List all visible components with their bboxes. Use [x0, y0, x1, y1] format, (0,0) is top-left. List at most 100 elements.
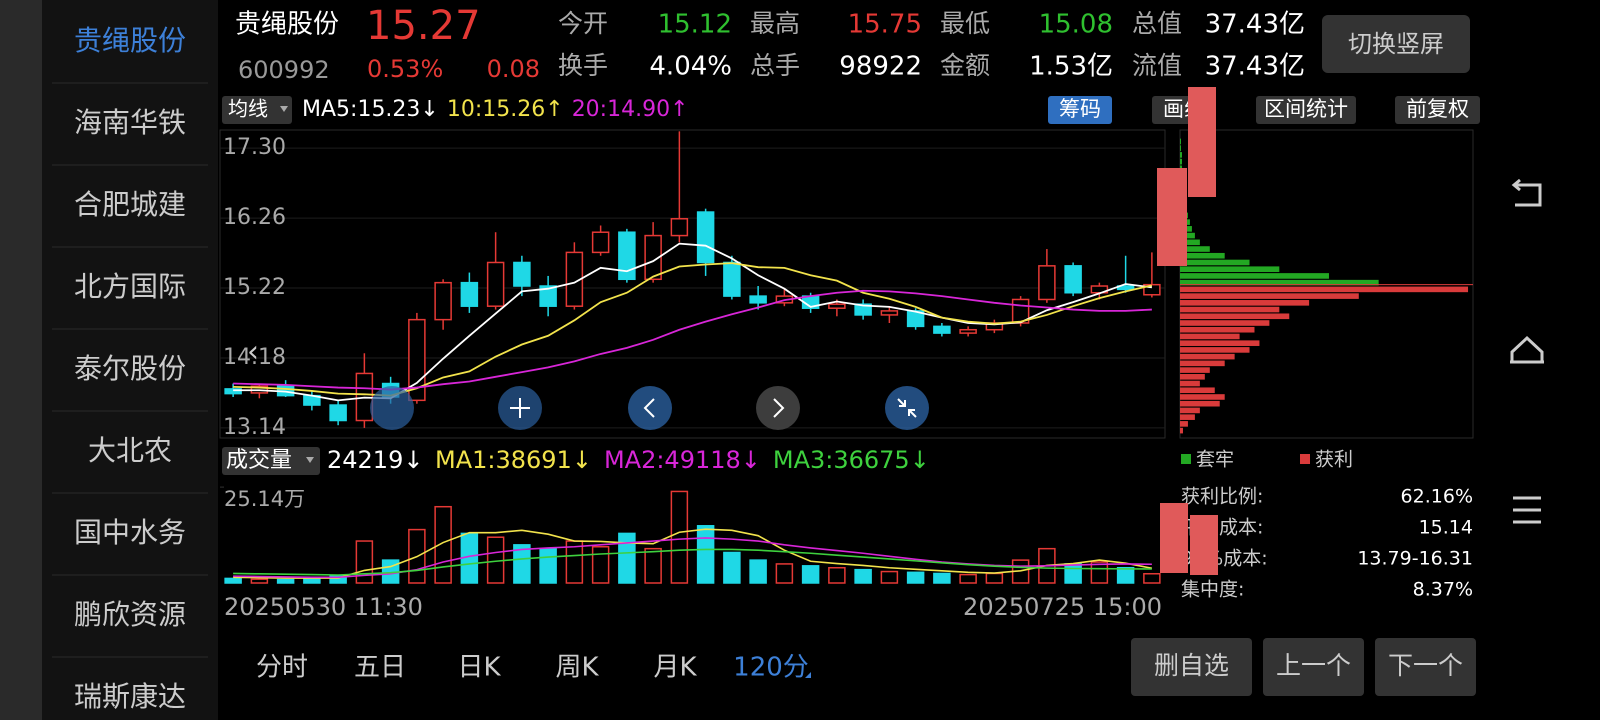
- volume-bar: [959, 573, 977, 584]
- volume-bar: [539, 547, 557, 584]
- stat-value: 8.37%: [1413, 579, 1473, 601]
- toolbar-button[interactable]: [1048, 96, 1112, 124]
- candle-body: [696, 211, 715, 264]
- action-button-label[interactable]: 删自选: [1154, 651, 1229, 680]
- stock-name: 贵绳股份: [235, 10, 339, 40]
- volume-bar: [696, 525, 715, 584]
- legend-label: 套牢: [1196, 449, 1234, 471]
- volume-bar: [618, 532, 636, 584]
- price-panel: [219, 129, 1166, 439]
- orientation-button[interactable]: [1322, 15, 1470, 73]
- volume-bar: [828, 566, 846, 584]
- period-tab[interactable]: 日K: [457, 653, 501, 683]
- volume-bar: [854, 568, 872, 584]
- toolbar-button[interactable]: [1256, 96, 1356, 124]
- period-tab[interactable]: 五日: [354, 653, 406, 683]
- toolbar-button-label[interactable]: 筹码: [1059, 97, 1101, 121]
- action-button-label[interactable]: 上一个: [1276, 651, 1351, 680]
- period-tab[interactable]: 月K: [653, 653, 697, 683]
- field-label: 流值: [1132, 51, 1182, 80]
- action-button[interactable]: [1263, 638, 1364, 696]
- stat-label: 获利比例:: [1181, 486, 1263, 508]
- collapse-icon: [897, 398, 917, 418]
- period-tab[interactable]: 周K: [555, 653, 599, 683]
- stock-item[interactable]: 合肥城建: [74, 188, 186, 221]
- action-button[interactable]: [1131, 638, 1252, 696]
- chip-bar: [1180, 367, 1210, 373]
- chip-bar: [1180, 313, 1290, 320]
- action-button-label[interactable]: 下一个: [1388, 651, 1463, 680]
- y-tick-label: 14.18: [223, 345, 286, 370]
- candle-body: [644, 234, 662, 281]
- redaction: [1190, 515, 1218, 575]
- field-label: 总手: [750, 51, 800, 80]
- home-icon[interactable]: [1510, 335, 1544, 364]
- field-value: 4.04%: [649, 52, 732, 82]
- volume-bar: [1143, 573, 1161, 584]
- overlay-button[interactable]: [370, 386, 414, 430]
- stat-value: 13.79-16.31: [1357, 548, 1473, 570]
- right-icon: [773, 398, 785, 418]
- stock-item[interactable]: 北方国际: [74, 270, 186, 303]
- toolbar-button-label[interactable]: 前复权: [1406, 97, 1469, 121]
- volume-bar: [775, 563, 794, 584]
- stock-item[interactable]: 海南华铁: [74, 106, 186, 139]
- field-label: 最高: [750, 9, 800, 38]
- volume-selector[interactable]: [222, 447, 320, 475]
- period-tabs: 分时 五日 日K 周K 月K 120分: [256, 653, 811, 683]
- field-value: 15.75: [848, 10, 922, 40]
- chip-bar: [1180, 333, 1240, 340]
- volume-bar: [723, 551, 741, 584]
- dropdown-arrow: [280, 106, 288, 112]
- plus-icon: [510, 398, 530, 418]
- stock-item[interactable]: 国中水务: [74, 516, 186, 549]
- volume-bar: [355, 540, 374, 584]
- orientation-button-label[interactable]: 切换竖屏: [1348, 30, 1444, 58]
- stock-item[interactable]: 大北农: [88, 434, 172, 467]
- chip-bar: [1180, 320, 1270, 326]
- volume-ma-line: [233, 528, 1153, 579]
- left-button[interactable]: [628, 386, 672, 430]
- field-label: 换手: [558, 51, 608, 80]
- redaction: [1157, 168, 1187, 266]
- candle-body: [224, 388, 242, 395]
- toolbar-button[interactable]: [1395, 96, 1480, 124]
- chip-bar: [1180, 414, 1195, 420]
- ma-selector[interactable]: [222, 96, 292, 124]
- chip-bar: [1180, 360, 1225, 367]
- candle-body: [434, 281, 452, 321]
- candle-body: [460, 281, 479, 307]
- candle-body: [828, 303, 846, 309]
- ma-selector-label[interactable]: 均线: [228, 97, 268, 121]
- candle-body: [618, 231, 636, 281]
- prev-arrow[interactable]: ‹: [247, 335, 259, 370]
- change: 0.08: [487, 55, 540, 83]
- chip-bar: [1180, 400, 1220, 407]
- stock-item[interactable]: 瑞斯康达: [74, 680, 186, 713]
- chip-bar: [1180, 353, 1235, 360]
- field-value: 98922: [839, 52, 922, 82]
- period-tab[interactable]: 120分: [733, 653, 809, 683]
- volume-current: 24219↓: [327, 446, 423, 474]
- stock-item[interactable]: 泰尔股份: [74, 352, 186, 385]
- candle-body: [329, 404, 347, 422]
- period-tab[interactable]: 分时: [256, 653, 308, 683]
- volume-bar: [250, 578, 269, 584]
- tab-indicator: [805, 672, 811, 678]
- chip-bar: [1180, 239, 1200, 246]
- back-icon[interactable]: [1511, 178, 1542, 207]
- stock-item[interactable]: 鹏欣资源: [74, 598, 186, 631]
- toolbar-button-label[interactable]: 区间统计: [1264, 97, 1348, 121]
- stock-item[interactable]: 贵绳股份: [74, 24, 186, 57]
- right-button[interactable]: [756, 386, 800, 430]
- y-tick-label: 25.14万: [224, 487, 305, 511]
- chip-bar: [1180, 252, 1225, 259]
- volume-ma-line: [233, 537, 1152, 579]
- volume-selector-label[interactable]: 成交量: [226, 448, 292, 473]
- collapse-button[interactable]: [885, 386, 929, 430]
- candle-body: [539, 285, 557, 307]
- menu-icon[interactable]: [1513, 496, 1541, 524]
- action-button[interactable]: [1375, 638, 1476, 696]
